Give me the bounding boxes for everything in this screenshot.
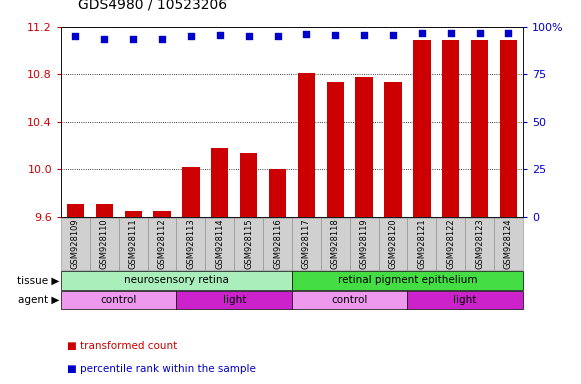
Bar (356, 77, 373, 217)
Point (128, 36, 138, 42)
Text: ■ percentile rank within the sample: ■ percentile rank within the sample (67, 364, 256, 374)
Text: GSM928121: GSM928121 (417, 218, 426, 269)
Bar (240, 153, 257, 217)
Text: GSM928111: GSM928111 (128, 218, 138, 269)
Point (244, 33, 253, 40)
Text: neurosensory retina: neurosensory retina (124, 275, 229, 285)
Text: GSM928113: GSM928113 (187, 218, 195, 269)
Text: GSM928116: GSM928116 (273, 218, 282, 269)
Point (504, 30, 513, 36)
Point (302, 31, 311, 37)
Text: GSM928124: GSM928124 (504, 218, 513, 269)
Point (100, 36, 109, 42)
Point (273, 33, 282, 40)
Text: GSM928122: GSM928122 (446, 218, 456, 269)
Text: GSM928119: GSM928119 (360, 218, 368, 269)
Text: control: control (101, 295, 137, 305)
Point (475, 30, 484, 36)
Bar (124, 211, 142, 217)
Text: control: control (332, 295, 368, 305)
Point (71, 33, 80, 40)
Text: agent ▶: agent ▶ (19, 295, 60, 305)
Bar (182, 167, 200, 217)
Point (215, 32, 224, 38)
Text: GSM928114: GSM928114 (216, 218, 224, 269)
Point (157, 36, 167, 42)
Point (360, 32, 369, 38)
Text: GSM928120: GSM928120 (389, 218, 397, 269)
Text: GSM928115: GSM928115 (244, 218, 253, 269)
Text: GSM928117: GSM928117 (302, 218, 311, 269)
Bar (385, 81, 401, 217)
Bar (471, 40, 488, 217)
Bar (211, 148, 228, 217)
Text: GSM928110: GSM928110 (100, 218, 109, 269)
Bar (413, 40, 431, 217)
Bar (442, 40, 460, 217)
Text: GDS4980 / 10523206: GDS4980 / 10523206 (78, 0, 228, 12)
Text: GSM928123: GSM928123 (475, 218, 484, 269)
Text: ■ transformed count: ■ transformed count (67, 341, 177, 351)
Text: GSM928112: GSM928112 (157, 218, 167, 269)
Bar (297, 73, 315, 217)
Bar (96, 204, 113, 217)
Text: retinal pigment epithelium: retinal pigment epithelium (338, 275, 477, 285)
Bar (327, 81, 344, 217)
Point (388, 32, 397, 38)
Bar (153, 211, 171, 217)
Text: tissue ▶: tissue ▶ (17, 275, 60, 285)
Text: light: light (223, 295, 246, 305)
Point (187, 33, 196, 40)
Text: GSM928109: GSM928109 (71, 218, 80, 269)
Point (417, 30, 426, 36)
Text: light: light (454, 295, 477, 305)
Bar (269, 169, 286, 217)
Point (331, 32, 340, 38)
Text: GSM928118: GSM928118 (331, 218, 340, 269)
Bar (67, 204, 84, 217)
Bar (500, 40, 517, 217)
Point (446, 30, 456, 36)
